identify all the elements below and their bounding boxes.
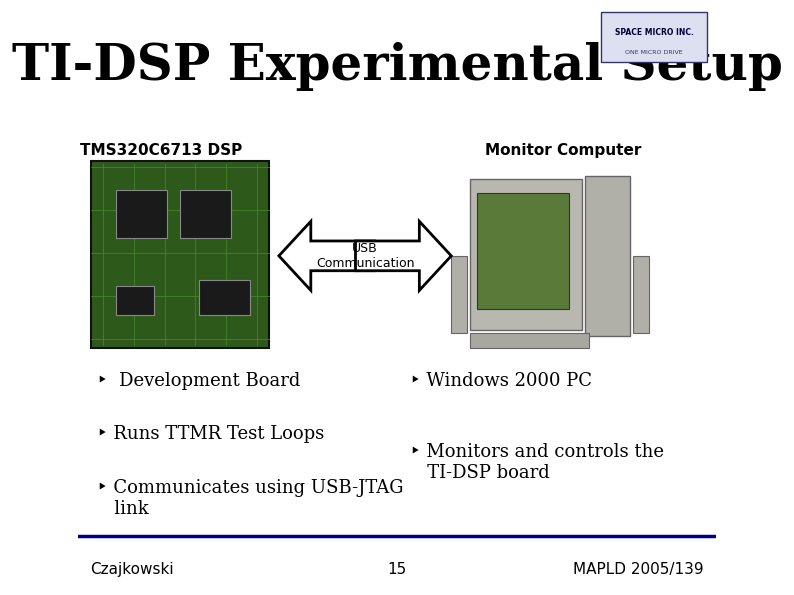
Text: ‣ Runs TTMR Test Loops: ‣ Runs TTMR Test Loops [97, 425, 324, 443]
Bar [451, 256, 467, 333]
Text: MAPLD 2005/139: MAPLD 2005/139 [572, 562, 703, 577]
Text: USB
Communication: USB Communication [316, 242, 414, 270]
Bar [116, 286, 154, 315]
Text: TI-DSP Experimental Setup: TI-DSP Experimental Setup [12, 42, 782, 90]
Bar [180, 190, 231, 238]
Text: Czajkowski: Czajkowski [91, 562, 174, 577]
Polygon shape [356, 221, 451, 290]
Bar [477, 193, 569, 309]
Bar [199, 280, 250, 315]
Text: Monitor Computer: Monitor Computer [485, 143, 642, 158]
Bar [470, 178, 582, 330]
Text: ‣ Monitors and controls the
   TI-DSP board: ‣ Monitors and controls the TI-DSP board [410, 443, 664, 482]
Polygon shape [279, 221, 375, 290]
Text: ‣ Communicates using USB-JTAG
   link: ‣ Communicates using USB-JTAG link [97, 479, 403, 518]
Text: ONE MICRO DRIVE: ONE MICRO DRIVE [626, 50, 683, 55]
Text: ‣  Development Board: ‣ Development Board [97, 372, 300, 390]
Text: SPACE MICRO INC.: SPACE MICRO INC. [615, 28, 694, 37]
Bar [585, 176, 630, 336]
Bar [91, 161, 269, 348]
Text: 15: 15 [387, 562, 407, 577]
Text: ‣ Windows 2000 PC: ‣ Windows 2000 PC [410, 372, 592, 390]
Bar [470, 333, 588, 348]
Bar [634, 256, 649, 333]
Bar [601, 12, 707, 62]
Bar [116, 190, 168, 238]
Text: TMS320C6713 DSP: TMS320C6713 DSP [79, 143, 242, 158]
